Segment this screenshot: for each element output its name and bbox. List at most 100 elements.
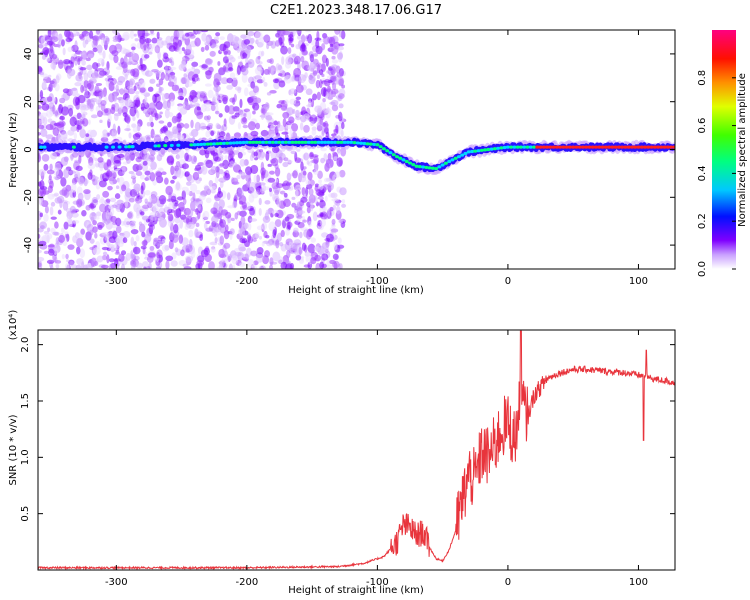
noise-speckle bbox=[260, 112, 265, 121]
ridge-peak bbox=[421, 165, 426, 169]
noise-speckle bbox=[51, 53, 58, 60]
noise-speckle bbox=[144, 54, 150, 59]
noise-speckle bbox=[167, 81, 175, 87]
noise-speckle bbox=[240, 111, 244, 118]
noise-speckle bbox=[199, 149, 206, 156]
ridge-peak bbox=[225, 141, 230, 145]
noise-speckle bbox=[285, 186, 291, 190]
ridge-peak bbox=[665, 145, 670, 149]
noise-speckle bbox=[60, 177, 67, 187]
noise-speckle bbox=[122, 230, 131, 239]
noise-speckle bbox=[325, 244, 329, 253]
noise-speckle bbox=[224, 155, 228, 160]
ridge-peak bbox=[381, 147, 386, 151]
noise-speckle bbox=[75, 232, 80, 237]
noise-speckle bbox=[186, 181, 192, 186]
y-tick-label: -40 bbox=[23, 237, 34, 253]
noise-speckle bbox=[254, 157, 258, 161]
noise-speckle bbox=[43, 213, 49, 222]
noise-speckle bbox=[45, 56, 51, 62]
noise-speckle bbox=[283, 198, 291, 208]
noise-speckle bbox=[149, 172, 156, 182]
noise-speckle bbox=[219, 163, 225, 167]
ridge-peak bbox=[456, 155, 461, 159]
noise-speckle bbox=[87, 53, 95, 59]
noise-speckle bbox=[74, 81, 82, 87]
noise-speckle bbox=[333, 128, 339, 135]
noise-speckle bbox=[170, 165, 175, 176]
ridge-peak bbox=[306, 140, 311, 144]
noise-speckle bbox=[187, 221, 195, 230]
noise-speckle bbox=[237, 87, 242, 94]
noise-speckle bbox=[258, 197, 262, 206]
noise-speckle bbox=[38, 132, 42, 136]
noise-speckle bbox=[330, 45, 339, 55]
noise-speckle bbox=[125, 252, 131, 261]
noise-speckle bbox=[129, 220, 137, 230]
noise-speckle bbox=[111, 129, 118, 139]
noise-speckle bbox=[299, 122, 304, 131]
noise-speckle bbox=[322, 98, 326, 103]
noise-speckle bbox=[178, 234, 184, 244]
noise-speckle bbox=[135, 170, 143, 176]
ridge-peak bbox=[427, 166, 432, 170]
noise-speckle bbox=[148, 70, 154, 76]
noise-speckle bbox=[138, 221, 143, 226]
noise-speckle bbox=[41, 154, 50, 162]
noise-speckle bbox=[280, 45, 288, 55]
noise-speckle bbox=[276, 197, 282, 208]
noise-speckle bbox=[339, 187, 347, 196]
noise-speckle bbox=[96, 44, 103, 54]
noise-speckle bbox=[217, 61, 221, 66]
noise-speckle bbox=[38, 233, 41, 239]
noise-speckle bbox=[185, 189, 191, 196]
noise-speckle bbox=[142, 108, 150, 115]
noise-speckle bbox=[189, 132, 195, 137]
noise-speckle bbox=[338, 103, 344, 109]
ridge-peak bbox=[156, 144, 161, 148]
y-tick-label: 0 bbox=[23, 146, 34, 152]
noise-speckle bbox=[194, 167, 199, 172]
noise-speckle bbox=[167, 121, 172, 128]
noise-speckle bbox=[281, 131, 289, 135]
noise-speckle bbox=[292, 170, 298, 179]
noise-speckle bbox=[89, 238, 95, 244]
noise-speckle bbox=[60, 39, 65, 47]
noise-speckle bbox=[160, 72, 166, 81]
noise-speckle bbox=[199, 90, 205, 96]
noise-speckle bbox=[217, 187, 222, 195]
noise-speckle bbox=[59, 97, 66, 104]
noise-speckle bbox=[43, 250, 50, 255]
y-tick-label: -20 bbox=[23, 189, 34, 205]
noise-speckle bbox=[338, 43, 345, 47]
ridge-peak bbox=[447, 159, 452, 164]
ridge-peak bbox=[169, 143, 174, 148]
noise-speckle bbox=[256, 187, 261, 193]
spectrogram-y-axis-label: Frequency (Hz) bbox=[8, 112, 19, 188]
ridge-peak bbox=[71, 145, 76, 149]
noise-speckle bbox=[62, 201, 69, 211]
noise-speckle bbox=[147, 222, 155, 227]
noise-speckle bbox=[50, 43, 54, 54]
noise-speckle bbox=[184, 32, 190, 37]
noise-speckle bbox=[105, 198, 111, 203]
noise-speckle bbox=[134, 197, 143, 204]
noise-speckle bbox=[158, 195, 167, 205]
noise-speckle bbox=[273, 196, 279, 200]
noise-speckle bbox=[226, 77, 234, 84]
noise-speckle bbox=[182, 263, 189, 268]
noise-speckle bbox=[42, 116, 48, 126]
noise-speckle bbox=[331, 198, 339, 202]
x-tick-label: 0 bbox=[505, 276, 511, 287]
ridge-peak bbox=[466, 150, 471, 154]
noise-speckle bbox=[140, 185, 144, 195]
noise-speckle bbox=[148, 102, 156, 112]
noise-speckle bbox=[239, 148, 245, 153]
ridge-peak bbox=[554, 145, 559, 149]
ridge-peak bbox=[659, 145, 664, 149]
noise-speckle bbox=[82, 118, 89, 127]
noise-speckle bbox=[63, 221, 69, 230]
noise-speckle bbox=[273, 178, 279, 183]
noise-speckle bbox=[40, 36, 46, 45]
noise-speckle bbox=[322, 206, 327, 212]
